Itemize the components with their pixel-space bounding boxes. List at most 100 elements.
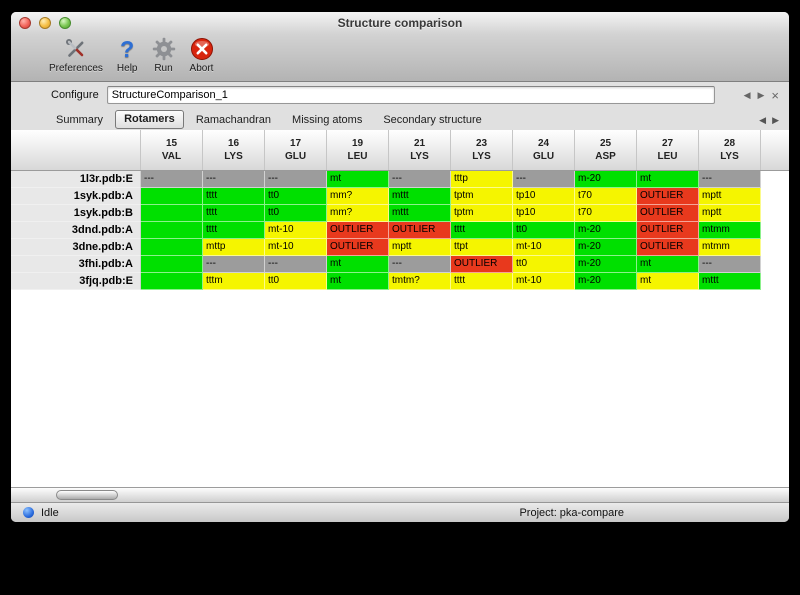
rotamer-cell[interactable]: m-20	[575, 239, 637, 256]
pane-close-icon[interactable]: ×	[771, 87, 779, 103]
rotamer-cell[interactable]: mt	[637, 171, 699, 188]
rotamer-cell[interactable]	[141, 188, 203, 205]
preferences-button[interactable]: Preferences	[49, 36, 103, 74]
column-header-17[interactable]: 17 GLU	[265, 130, 327, 170]
rotamer-cell[interactable]: tt0	[265, 188, 327, 205]
rotamer-cell[interactable]	[141, 273, 203, 290]
tab-missing-atoms[interactable]: Missing atoms	[292, 114, 363, 126]
rotamer-cell[interactable]: ---	[389, 171, 451, 188]
rotamer-cell[interactable]: ---	[699, 256, 761, 273]
rotamer-cell[interactable]: ---	[265, 256, 327, 273]
rotamer-cell[interactable]: tptm	[451, 188, 513, 205]
rotamer-cell[interactable]: mt	[637, 273, 699, 290]
rotamer-cell[interactable]: tttt	[203, 188, 265, 205]
tab-rotamers[interactable]: Rotamers	[115, 110, 184, 129]
rotamer-cell[interactable]: mt-10	[265, 239, 327, 256]
rotamer-cell[interactable]: ---	[203, 171, 265, 188]
rotamer-cell[interactable]: mt	[637, 256, 699, 273]
tab-scroll-left-icon[interactable]: ◀	[759, 115, 767, 125]
rotamer-cell[interactable]: tt0	[265, 205, 327, 222]
column-header-16[interactable]: 16 LYS	[203, 130, 265, 170]
rotamer-cell[interactable]: ttpt	[451, 239, 513, 256]
rotamer-cell[interactable]: mttt	[389, 188, 451, 205]
rotamer-cell[interactable]: tttt	[203, 222, 265, 239]
rotamer-cell[interactable]: ---	[265, 171, 327, 188]
column-header-24[interactable]: 24 GLU	[513, 130, 575, 170]
rotamer-cell[interactable]	[141, 222, 203, 239]
rotamer-cell[interactable]: mt	[327, 273, 389, 290]
rotamer-cell[interactable]: mt-10	[265, 222, 327, 239]
rotamer-cell[interactable]: m-20	[575, 171, 637, 188]
rotamer-cell[interactable]: t70	[575, 205, 637, 222]
rotamer-cell[interactable]: m-20	[575, 256, 637, 273]
rotamer-cell[interactable]: ---	[699, 171, 761, 188]
rotamer-cell[interactable]: mm?	[327, 188, 389, 205]
close-window-button[interactable]	[19, 17, 31, 29]
rotamer-cell[interactable]: ---	[141, 171, 203, 188]
rotamer-cell[interactable]: OUTLIER	[389, 222, 451, 239]
tab-secondary-structure[interactable]: Secondary structure	[383, 114, 482, 126]
column-header-28[interactable]: 28 LYS	[699, 130, 761, 170]
titlebar[interactable]: Structure comparison	[11, 12, 789, 34]
rotamer-cell[interactable]: tttt	[203, 205, 265, 222]
rotamer-cell[interactable]: tt0	[513, 222, 575, 239]
rotamer-cell[interactable]: tmtm?	[389, 273, 451, 290]
rotamer-cell[interactable]: tt0	[513, 256, 575, 273]
column-header-15[interactable]: 15 VAL	[141, 130, 203, 170]
rotamer-cell[interactable]: tt0	[265, 273, 327, 290]
row-label[interactable]: 3dnd.pdb:A	[11, 222, 141, 239]
help-button[interactable]: ? Help	[117, 36, 138, 74]
rotamer-cell[interactable]: tttp	[451, 171, 513, 188]
rotamer-cell[interactable]: OUTLIER	[637, 188, 699, 205]
rotamer-cell[interactable]: mt-10	[513, 273, 575, 290]
row-label[interactable]: 3fhi.pdb:A	[11, 256, 141, 273]
column-header-21[interactable]: 21 LYS	[389, 130, 451, 170]
zoom-window-button[interactable]	[59, 17, 71, 29]
rotamer-cell[interactable]: OUTLIER	[327, 222, 389, 239]
row-label[interactable]: 3fjq.pdb:E	[11, 273, 141, 290]
rotamer-cell[interactable]	[141, 205, 203, 222]
rotamer-cell[interactable]	[141, 256, 203, 273]
row-label[interactable]: 3dne.pdb:A	[11, 239, 141, 256]
rotamer-cell[interactable]: tttt	[451, 273, 513, 290]
rotamer-cell[interactable]	[141, 239, 203, 256]
tab-ramachandran[interactable]: Ramachandran	[195, 114, 272, 126]
rotamer-cell[interactable]: ---	[513, 171, 575, 188]
tab-scroll-right-icon[interactable]: ▶	[772, 115, 779, 125]
rotamer-cell[interactable]: mttp	[203, 239, 265, 256]
rotamer-cell[interactable]: mm?	[327, 205, 389, 222]
rotamer-cell[interactable]: tp10	[513, 205, 575, 222]
rotamer-cell[interactable]: ---	[203, 256, 265, 273]
rotamer-cell[interactable]: mptt	[389, 239, 451, 256]
column-header-27[interactable]: 27 LEU	[637, 130, 699, 170]
horizontal-scrollbar[interactable]	[11, 487, 789, 502]
rotamer-cell[interactable]: OUTLIER	[451, 256, 513, 273]
scrollbar-thumb[interactable]	[56, 490, 118, 500]
rotamer-cell[interactable]: tp10	[513, 188, 575, 205]
tab-summary[interactable]: Summary	[56, 114, 104, 126]
rotamer-cell[interactable]: mt	[327, 256, 389, 273]
row-label[interactable]: 1l3r.pdb:E	[11, 171, 141, 188]
rotamer-cell[interactable]: m-20	[575, 273, 637, 290]
rotamer-cell[interactable]: tttt	[451, 222, 513, 239]
configure-name-input[interactable]	[106, 86, 715, 104]
rotamer-cell[interactable]: OUTLIER	[327, 239, 389, 256]
row-label[interactable]: 1syk.pdb:B	[11, 205, 141, 222]
minimize-window-button[interactable]	[39, 17, 51, 29]
run-button[interactable]: Run	[152, 36, 176, 74]
rotamer-cell[interactable]: mptt	[699, 188, 761, 205]
rotamer-cell[interactable]: OUTLIER	[637, 205, 699, 222]
rotamer-cell[interactable]: mptt	[699, 205, 761, 222]
rotamer-cell[interactable]: mt	[327, 171, 389, 188]
column-header-25[interactable]: 25 ASP	[575, 130, 637, 170]
rotamer-cell[interactable]: t70	[575, 188, 637, 205]
pane-forward-icon[interactable]: ▶	[757, 90, 765, 100]
rotamer-cell[interactable]: tttm	[203, 273, 265, 290]
rotamer-cell[interactable]: mtmm	[699, 239, 761, 256]
column-header-19[interactable]: 19 LEU	[327, 130, 389, 170]
rotamer-cell[interactable]: mttt	[699, 273, 761, 290]
rotamer-cell[interactable]: mttt	[389, 205, 451, 222]
rotamer-cell[interactable]: OUTLIER	[637, 239, 699, 256]
rotamer-cell[interactable]: mtmm	[699, 222, 761, 239]
rotamer-cell[interactable]: mt-10	[513, 239, 575, 256]
